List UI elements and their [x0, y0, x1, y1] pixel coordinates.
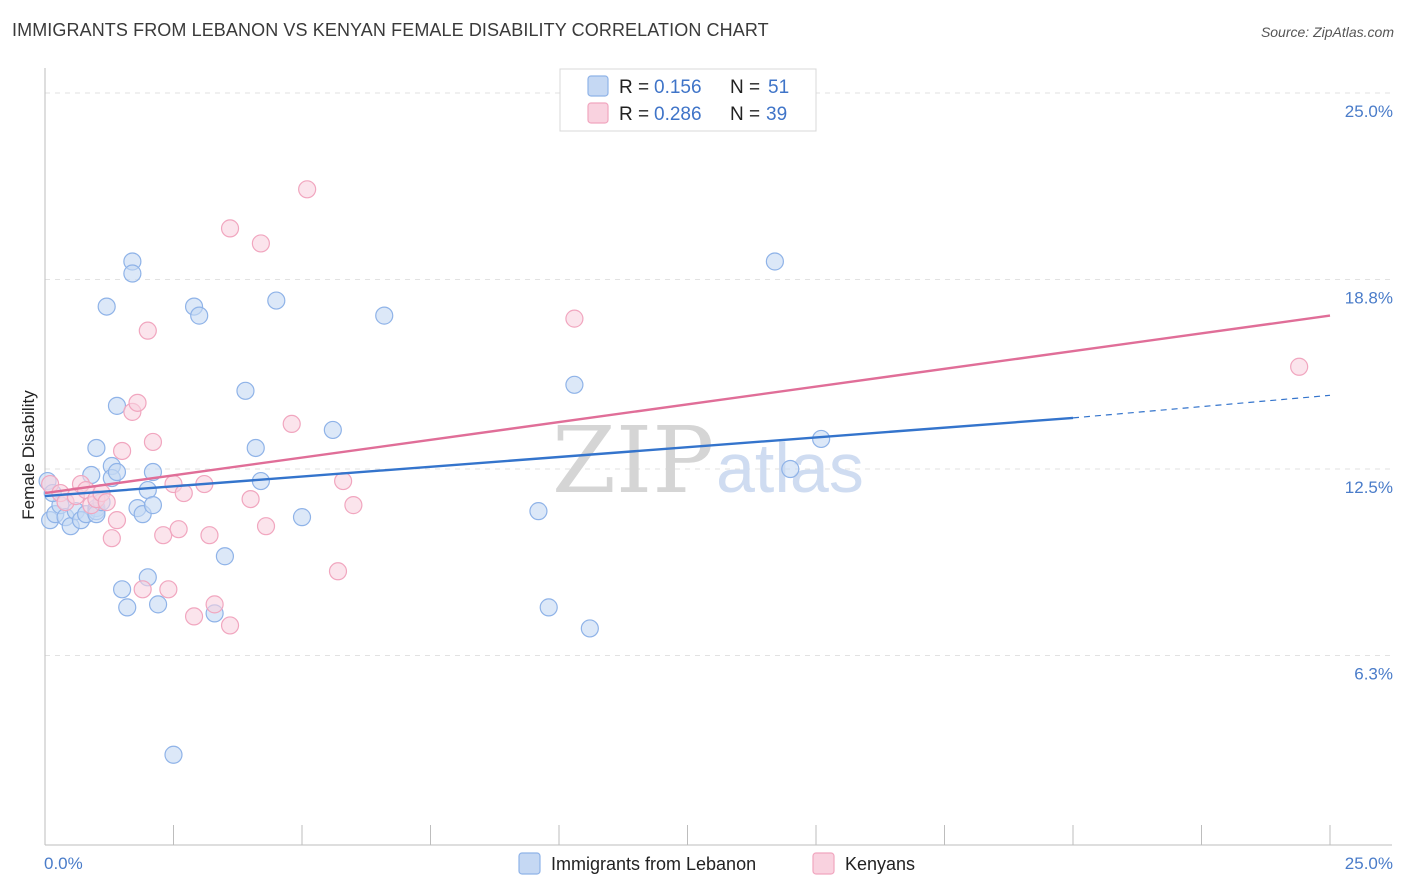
point-kenyans-33	[298, 180, 317, 199]
trend-line-kenyans	[44, 314, 1331, 495]
point-lebanon-27	[143, 496, 163, 515]
point-lebanon-19	[112, 580, 132, 599]
point-lebanon-18	[107, 396, 127, 415]
point-kenyans-28	[220, 219, 240, 238]
point-kenyans-16	[138, 321, 157, 340]
point-lebanon-43	[539, 598, 558, 617]
legend-r-label-lebanon: R =	[619, 77, 649, 98]
point-kenyans-18	[154, 526, 173, 545]
point-kenyans-29	[241, 489, 260, 509]
point-kenyans-37	[565, 309, 584, 328]
x-tick-label-min: 0.0%	[44, 854, 83, 873]
point-lebanon-47	[781, 459, 800, 479]
axes	[44, 68, 1392, 846]
legend-r-label-kenyans: R =	[619, 104, 649, 125]
watermark: ZIP atlas	[552, 407, 864, 514]
y-tick-label-3: 25.0%	[1345, 102, 1393, 121]
point-lebanon-36	[246, 438, 265, 458]
point-kenyans-15	[133, 580, 152, 599]
grid-lines	[45, 92, 1392, 657]
point-lebanon-10	[87, 438, 106, 458]
point-lebanon-28	[143, 462, 163, 482]
point-kenyans-19	[159, 580, 178, 599]
point-kenyans-36	[344, 496, 363, 515]
legend-n-value-lebanon: 51	[768, 77, 789, 98]
point-lebanon-32	[190, 306, 209, 325]
y-tick-label-0: 6.3%	[1354, 665, 1393, 684]
watermark-zip: ZIP	[552, 407, 714, 514]
legend-swatch-lebanon	[587, 75, 609, 97]
y-tick-labels: 6.3% 12.5% 18.8% 25.0%	[1345, 102, 1393, 683]
point-lebanon-22	[123, 264, 142, 283]
point-kenyans-27	[220, 616, 240, 635]
stats-legend: R = 0.156 N = 51 R = 0.286 N = 39	[559, 68, 817, 132]
chart-source: Source: ZipAtlas.com	[1260, 24, 1394, 40]
point-lebanon-25	[138, 480, 157, 500]
data-points	[38, 180, 1309, 764]
trend-lines	[44, 314, 1331, 498]
point-kenyans-26	[205, 595, 224, 614]
legend-r-value-kenyans: 0.286	[654, 104, 702, 125]
point-kenyans-35	[334, 471, 353, 491]
point-lebanon-40	[323, 420, 342, 440]
series-legend-label-lebanon: Immigrants from Lebanon	[551, 854, 756, 874]
x-tick-label-max: 25.0%	[1345, 854, 1393, 873]
point-kenyans-10	[102, 529, 121, 548]
legend-n-value-kenyans: 39	[766, 104, 787, 125]
point-lebanon-34	[215, 547, 234, 566]
point-lebanon-17	[107, 462, 127, 482]
point-lebanon-46	[765, 252, 784, 271]
series-legend-swatch-lebanon	[518, 852, 541, 875]
point-lebanon-20	[118, 598, 137, 617]
legend-r-value-lebanon: 0.156	[654, 77, 702, 98]
series-legend-swatch-kenyans	[812, 852, 835, 875]
point-kenyans-9	[97, 493, 116, 512]
point-kenyans-31	[256, 517, 276, 536]
point-kenyans-30	[251, 234, 270, 253]
series-legend-label-kenyans: Kenyans	[845, 854, 915, 874]
point-kenyans-25	[200, 526, 219, 545]
point-lebanon-35	[236, 381, 255, 400]
point-lebanon-48	[812, 429, 831, 449]
point-kenyans-21	[169, 520, 188, 539]
point-kenyans-38	[1290, 357, 1309, 376]
point-lebanon-29	[148, 595, 168, 614]
trend-extension-lebanon	[1072, 394, 1331, 419]
trend-line-lebanon	[44, 416, 1074, 498]
point-lebanon-30	[164, 745, 183, 764]
point-lebanon-44	[565, 375, 584, 394]
y-tick-label-2: 18.8%	[1345, 289, 1393, 308]
chart-title: IMMIGRANTS FROM LEBANON VS KENYAN FEMALE…	[12, 20, 769, 40]
point-kenyans-14	[128, 393, 147, 412]
point-lebanon-42	[529, 502, 548, 521]
point-kenyans-32	[282, 414, 301, 434]
point-kenyans-11	[107, 511, 127, 530]
point-lebanon-45	[580, 619, 599, 638]
y-axis-label: Female Disability	[19, 390, 38, 520]
y-tick-label-1: 12.5%	[1345, 478, 1393, 497]
point-lebanon-14	[97, 297, 116, 316]
point-kenyans-34	[328, 562, 348, 581]
point-kenyans-17	[143, 432, 163, 452]
point-kenyans-23	[184, 607, 204, 626]
point-lebanon-38	[267, 291, 286, 310]
point-lebanon-39	[292, 508, 312, 527]
point-lebanon-41	[375, 306, 394, 325]
legend-n-label-kenyans: N =	[730, 104, 760, 125]
series-legend: Immigrants from Lebanon Kenyans	[518, 852, 915, 875]
point-kenyans-12	[112, 441, 132, 461]
legend-swatch-kenyans	[587, 102, 609, 124]
legend-n-label-lebanon: N =	[730, 77, 760, 98]
